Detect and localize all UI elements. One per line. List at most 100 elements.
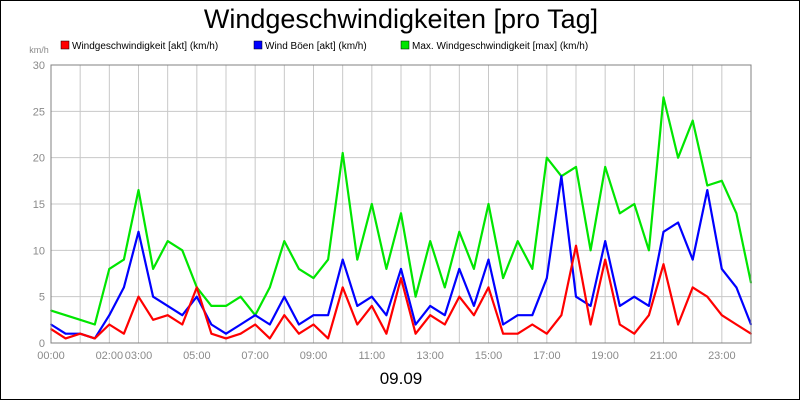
- series-point-1: [385, 314, 388, 317]
- series-point-2: [327, 258, 329, 261]
- series-point-2: [648, 249, 650, 252]
- series-point-1: [487, 258, 490, 261]
- legend-label-2: Max. Windgeschwindigkeit [max] (km/h): [412, 41, 588, 52]
- series-point-0: [618, 323, 621, 326]
- series-point-2: [137, 189, 140, 192]
- series-point-2: [429, 240, 432, 243]
- series-point-2: [545, 156, 548, 159]
- series-point-1: [414, 323, 417, 326]
- series-point-2: [298, 268, 300, 270]
- series-point-2: [268, 286, 271, 289]
- series-point-0: [385, 332, 388, 335]
- y-tick-label: 0: [39, 338, 45, 350]
- series-point-1: [108, 314, 111, 317]
- series-point-0: [152, 318, 155, 321]
- series-point-2: [473, 268, 475, 270]
- series-point-1: [458, 268, 461, 270]
- x-tick-label: 17:00: [533, 350, 561, 362]
- series-point-2: [443, 286, 446, 289]
- x-tick-label: 02:00: [96, 350, 124, 362]
- legend-swatch-2: [400, 40, 410, 50]
- series-point-0: [268, 337, 271, 340]
- series-point-2: [400, 212, 402, 215]
- chart-title: Windgeschwindigkeiten [pro Tag]: [203, 4, 599, 34]
- series-point-1: [691, 258, 694, 261]
- series-point-1: [589, 305, 592, 307]
- series-point-0: [123, 332, 125, 335]
- x-tick-label: 23:00: [708, 350, 736, 362]
- series-point-2: [633, 203, 636, 205]
- x-axis-date-label: 09.09: [379, 369, 423, 388]
- y-tick-label: 15: [33, 199, 45, 211]
- series-point-1: [545, 277, 548, 279]
- series-point-2: [283, 240, 286, 243]
- series-point-1: [225, 332, 227, 335]
- series-point-0: [662, 263, 665, 266]
- x-tick-label: 19:00: [591, 350, 619, 362]
- series-point-1: [312, 314, 315, 317]
- series-point-1: [239, 323, 242, 326]
- series-point-1: [516, 314, 519, 317]
- legend-label-1: Wind Böen [akt] (km/h): [265, 41, 367, 52]
- series-point-1: [531, 314, 534, 317]
- series-point-2: [356, 258, 359, 261]
- x-tick-label: 00:00: [37, 350, 65, 362]
- series-point-1: [356, 305, 359, 307]
- series-point-1: [443, 314, 446, 317]
- series-point-1: [195, 295, 198, 298]
- series-point-1: [283, 295, 286, 298]
- series-point-1: [575, 295, 577, 298]
- series-point-0: [356, 323, 359, 326]
- x-tick-label: 11:00: [358, 350, 385, 362]
- series-point-0: [604, 258, 607, 261]
- series-point-0: [108, 323, 111, 326]
- series-point-2: [589, 249, 592, 252]
- series-point-1: [429, 305, 432, 307]
- series-point-2: [706, 184, 709, 187]
- series-point-2: [502, 277, 504, 279]
- series-point-1: [327, 314, 329, 317]
- series-point-2: [166, 240, 169, 243]
- series-point-2: [691, 119, 694, 122]
- series-point-0: [195, 286, 198, 289]
- series-point-2: [108, 268, 111, 270]
- series-point-0: [298, 332, 300, 335]
- series-point-1: [400, 268, 402, 270]
- series-point-2: [618, 212, 621, 215]
- plot-border: [50, 64, 752, 344]
- series-point-0: [341, 286, 344, 289]
- series-point-0: [64, 337, 67, 340]
- series-point-1: [706, 189, 709, 192]
- x-tick-label: 03:00: [125, 350, 153, 362]
- series-point-1: [166, 305, 169, 307]
- series-point-0: [79, 332, 82, 335]
- y-tick-label: 5: [39, 292, 45, 304]
- series-point-2: [123, 258, 125, 261]
- y-tick-label: 25: [33, 106, 45, 118]
- series-point-2: [181, 249, 184, 252]
- series-point-1: [604, 240, 607, 243]
- series-point-1: [370, 295, 373, 298]
- series-point-0: [327, 337, 329, 340]
- series-point-1: [502, 323, 504, 326]
- series-point-2: [312, 277, 315, 279]
- series-point-1: [123, 286, 125, 289]
- series-point-2: [662, 96, 665, 99]
- y-axis-unit-label: km/h: [29, 45, 49, 55]
- x-tick-label: 15:00: [475, 350, 503, 362]
- series-point-2: [677, 156, 679, 159]
- series-point-1: [341, 258, 344, 261]
- series-point-1: [254, 314, 257, 317]
- series-point-0: [516, 332, 519, 335]
- series-point-1: [662, 230, 665, 233]
- legend-label-0: Windgeschwindigkeit [akt] (km/h): [72, 41, 218, 52]
- series-point-2: [735, 212, 738, 215]
- series-point-0: [706, 295, 709, 298]
- series-point-2: [720, 179, 723, 182]
- series-point-2: [575, 166, 577, 168]
- series-point-1: [181, 314, 184, 317]
- series-point-0: [166, 314, 169, 317]
- legend-swatch-0: [60, 40, 70, 50]
- series-point-0: [283, 314, 286, 317]
